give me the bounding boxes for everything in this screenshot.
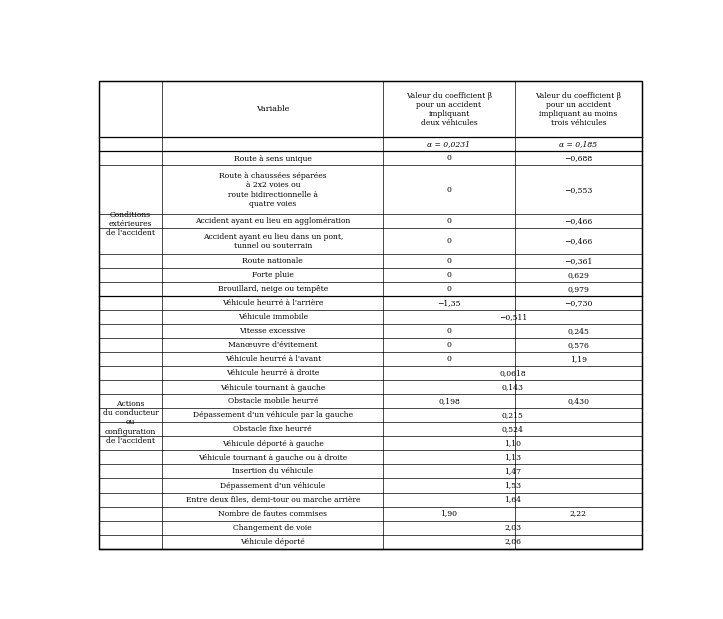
- Text: Vitesse excessive: Vitesse excessive: [239, 327, 306, 335]
- Text: Véhicule tournant à gauche ou à droite: Véhicule tournant à gauche ou à droite: [198, 454, 347, 462]
- Text: Véhicule heurтé à l'avant: Véhicule heurтé à l'avant: [225, 355, 321, 363]
- Text: Entre deux files, demi-tour ou marche arrière: Entre deux files, demi-tour ou marche ar…: [186, 495, 360, 503]
- Text: 0,245: 0,245: [568, 327, 589, 335]
- Text: −0,511: −0,511: [499, 313, 527, 321]
- Text: 0,198: 0,198: [438, 397, 460, 405]
- Text: 0,576: 0,576: [568, 342, 589, 350]
- Text: −1,35: −1,35: [437, 300, 461, 308]
- Text: −0,553: −0,553: [564, 186, 593, 194]
- Text: Véhicule déporté à gauche: Véhicule déporté à gauche: [222, 439, 324, 448]
- Text: −0,361: −0,361: [564, 258, 593, 266]
- Text: 0: 0: [447, 355, 451, 363]
- Text: Conditions
extérieures
de l'accident: Conditions extérieures de l'accident: [106, 210, 155, 237]
- Text: Valeur du coefficient β
pour un accident
impliquant au moins
trois véhicules: Valeur du coefficient β pour un accident…: [536, 92, 621, 128]
- Text: Forte pluie: Forte pluie: [252, 271, 294, 279]
- Text: 0,0618: 0,0618: [500, 370, 526, 378]
- Text: 1,13: 1,13: [505, 454, 521, 462]
- Text: Dépassement d'un véhicule: Dépassement d'un véhicule: [220, 482, 325, 490]
- Text: 2,03: 2,03: [505, 524, 521, 532]
- Text: 1,53: 1,53: [505, 482, 521, 490]
- Text: Changement de voie: Changement de voie: [234, 524, 312, 532]
- Text: 0: 0: [447, 155, 451, 162]
- Text: 1,64: 1,64: [505, 495, 521, 503]
- Text: 0: 0: [447, 271, 451, 279]
- Text: −0,466: −0,466: [564, 238, 593, 246]
- Text: 0,524: 0,524: [502, 425, 523, 433]
- Text: Véhicule immobile: Véhicule immobile: [238, 313, 308, 321]
- Text: Brouillard, neige ou tempête: Brouillard, neige ou tempête: [218, 285, 328, 293]
- Text: 2,06: 2,06: [505, 537, 521, 545]
- Text: Accident ayant eu lieu en agglomération: Accident ayant eu lieu en agglomération: [195, 217, 351, 225]
- Text: Obstacle fixe heurтé: Obstacle fixe heurтé: [234, 425, 312, 433]
- Text: Véhicule heurтé à l'arrière: Véhicule heurтé à l'arrière: [222, 300, 323, 308]
- Text: α = 0,0231: α = 0,0231: [427, 141, 471, 149]
- Text: Nombre de fautes commises: Nombre de fautes commises: [218, 509, 328, 517]
- Text: 0: 0: [447, 186, 451, 194]
- Text: 1,90: 1,90: [440, 509, 458, 517]
- Text: 0,143: 0,143: [502, 383, 524, 391]
- Text: Actions
du conducteur
ou
configuration
de l'accident: Actions du conducteur ou configuration d…: [103, 400, 158, 445]
- Text: 0,430: 0,430: [568, 397, 589, 405]
- Text: Route à chaussées séparées
à 2x2 voies ou
route bidirectionnelle à
quatre voies: Route à chaussées séparées à 2x2 voies o…: [219, 172, 327, 208]
- Text: Route nationale: Route nationale: [242, 258, 303, 266]
- Text: Véhicule déporté: Véhicule déporté: [240, 537, 305, 545]
- Text: 1,47: 1,47: [505, 467, 521, 475]
- Text: Valeur du coefficient β
pour un accident
impliquant
deux véhicules: Valeur du coefficient β pour un accident…: [406, 92, 492, 128]
- Text: Obstacle mobile heurтé: Obstacle mobile heurтé: [228, 397, 318, 405]
- Text: −0,688: −0,688: [564, 155, 593, 162]
- Text: 0,629: 0,629: [568, 271, 589, 279]
- Text: 0: 0: [447, 285, 451, 293]
- Text: 0,979: 0,979: [568, 285, 589, 293]
- Text: 0: 0: [447, 327, 451, 335]
- Text: Véhicule tournant à gauche: Véhicule tournant à gauche: [220, 383, 325, 391]
- Text: Insertion du véhicule: Insertion du véhicule: [232, 467, 313, 475]
- Text: Dépassement d'un véhicule par la gauche: Dépassement d'un véhicule par la gauche: [193, 412, 353, 420]
- Text: α = 0,185: α = 0,185: [560, 141, 597, 149]
- Text: Route à sens unique: Route à sens unique: [234, 154, 312, 163]
- Text: Manœuvre d'évitement: Manœuvre d'évitement: [228, 342, 317, 350]
- Text: 0: 0: [447, 238, 451, 246]
- Text: Variable: Variable: [256, 105, 289, 113]
- Text: 0,215: 0,215: [502, 412, 523, 420]
- Text: 2,22: 2,22: [570, 509, 587, 517]
- Text: 0: 0: [447, 217, 451, 225]
- Text: 1,10: 1,10: [505, 439, 521, 448]
- Text: Accident ayant eu lieu dans un pont,
tunnel ou souterrain: Accident ayant eu lieu dans un pont, tun…: [202, 233, 343, 250]
- Text: 1,19: 1,19: [570, 355, 587, 363]
- Text: 0: 0: [447, 258, 451, 266]
- Text: −0,730: −0,730: [564, 300, 593, 308]
- Text: Véhicule heurтé à droite: Véhicule heurтé à droite: [226, 370, 320, 378]
- Text: 0: 0: [447, 342, 451, 350]
- Text: −0,466: −0,466: [564, 217, 593, 225]
